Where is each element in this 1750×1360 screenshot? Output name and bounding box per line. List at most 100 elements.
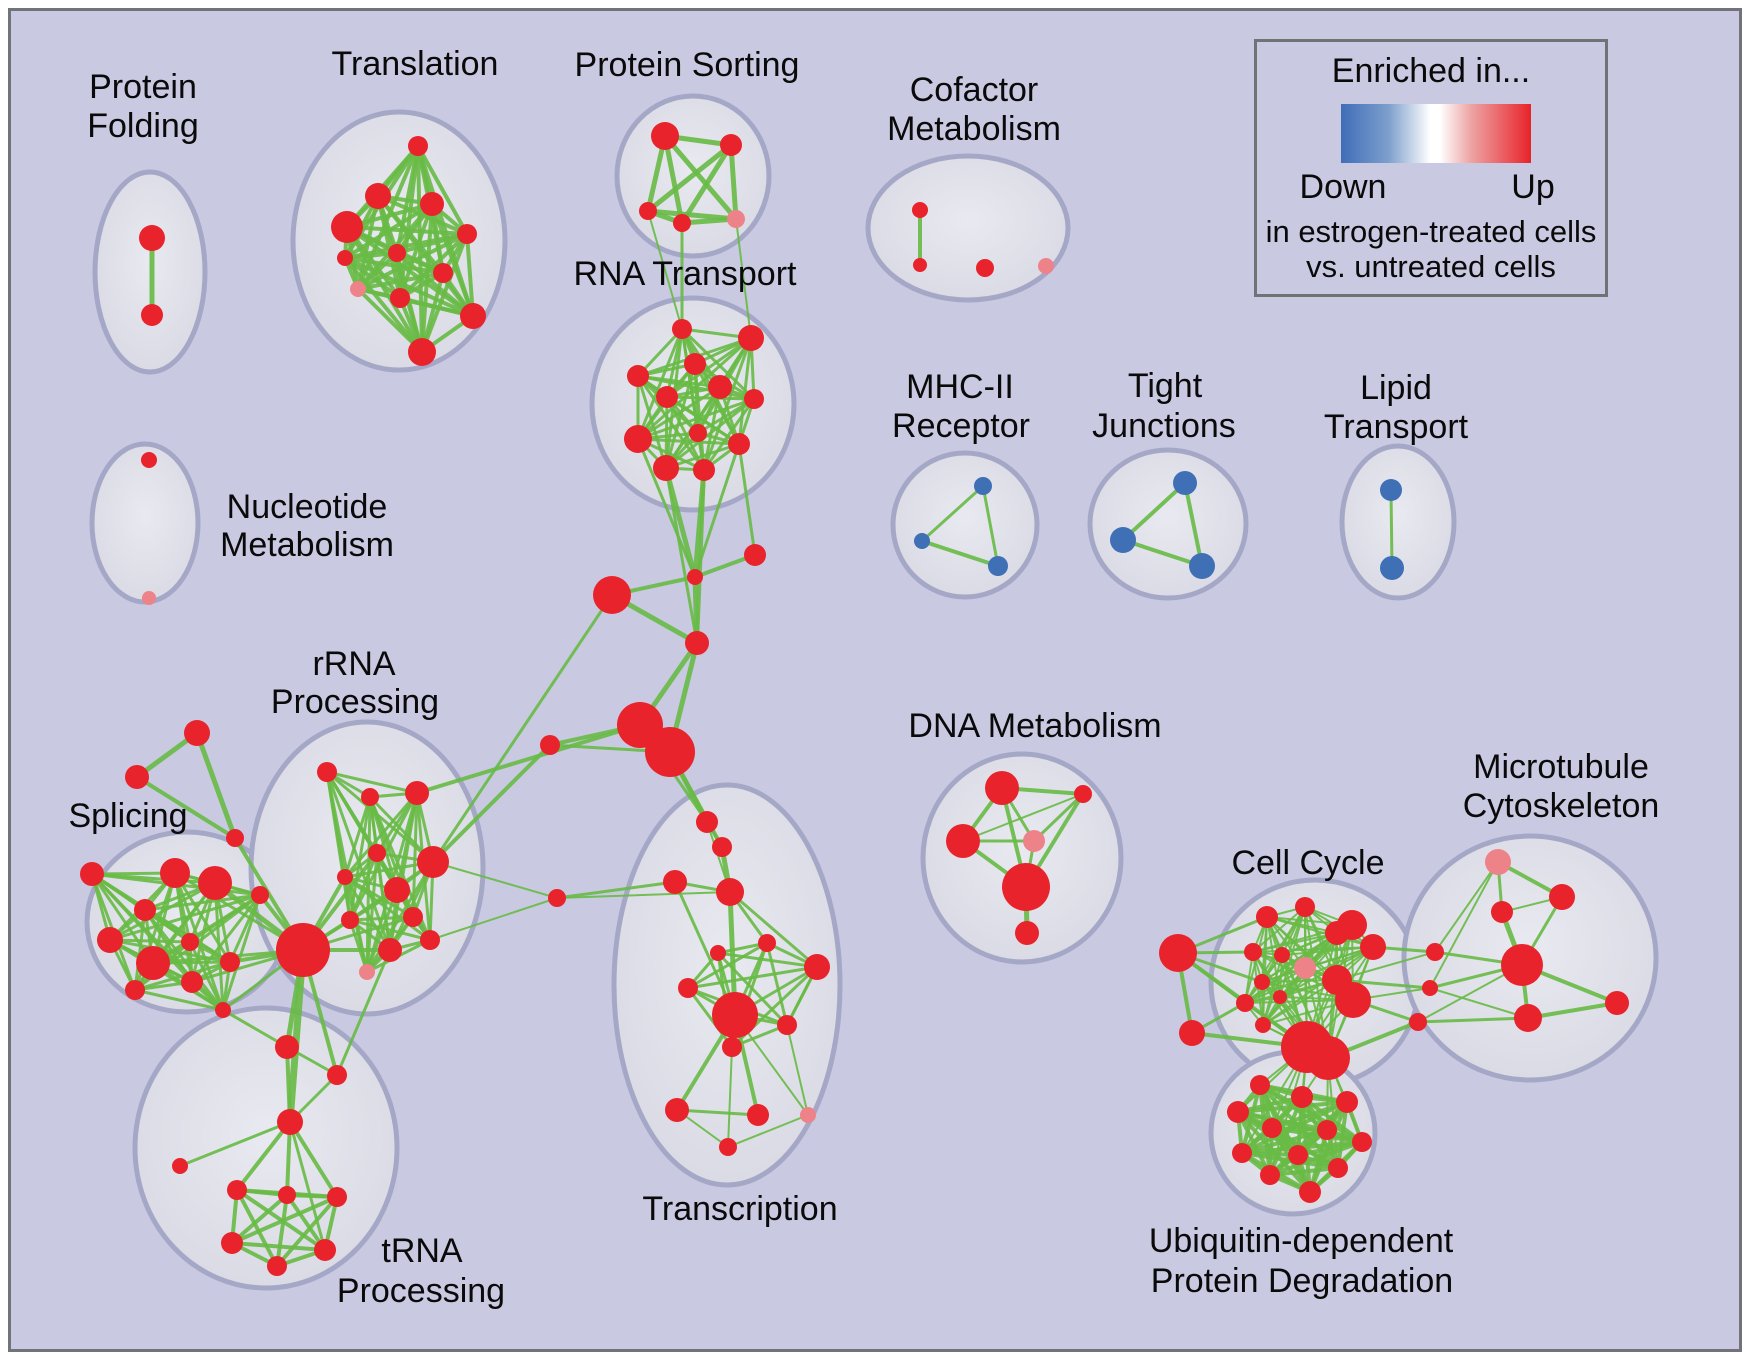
node-rr1: [317, 762, 337, 782]
edge: [343, 875, 392, 952]
node-sp1: [184, 720, 210, 746]
node-sp8: [251, 886, 269, 904]
edge: [343, 875, 432, 942]
node-sp10: [181, 933, 199, 951]
edge: [1236, 1100, 1349, 1114]
node-u5: [1262, 1118, 1282, 1138]
node-tx3: [716, 878, 744, 906]
edge: [1281, 946, 1374, 956]
edge: [345, 225, 469, 236]
node-d2: [1074, 785, 1092, 803]
node-t1: [227, 1180, 247, 1200]
legend-title: Enriched in...: [1331, 52, 1531, 90]
edge: [920, 539, 1000, 568]
node-mt4: [1501, 944, 1543, 986]
cluster-label-nucleotide-metabolism: Metabolism: [220, 526, 394, 564]
node-rr9: [341, 911, 359, 929]
node-rr12: [359, 964, 375, 980]
edge: [343, 256, 475, 318]
cluster-label-ubiquitin-degradation: Protein Degradation: [1151, 1262, 1453, 1300]
node-rr7: [417, 846, 449, 878]
node-cf2: [913, 258, 927, 272]
edge: [636, 437, 741, 446]
node-tl8: [350, 281, 366, 297]
edge: [1266, 916, 1374, 948]
edge: [662, 133, 685, 226]
edge: [133, 960, 232, 992]
edge: [664, 466, 699, 645]
edge: [786, 1024, 809, 1116]
node-tx11: [722, 1037, 742, 1057]
legend-up-label: Up: [1511, 168, 1555, 206]
edge: [679, 216, 739, 226]
node-t5: [314, 1239, 336, 1261]
node-y4: [1295, 897, 1315, 917]
edge: [737, 442, 757, 557]
node-sp12: [220, 952, 240, 972]
edge: [636, 374, 706, 472]
edge: [343, 256, 402, 300]
node-rt2: [738, 325, 764, 351]
edge: [325, 770, 419, 795]
node-c7: [540, 735, 560, 755]
edge: [727, 1114, 809, 1148]
edge: [288, 1120, 327, 1252]
node-rt7: [744, 389, 764, 409]
edge: [230, 1193, 289, 1245]
node-u6: [1317, 1120, 1337, 1140]
node-c4: [685, 631, 709, 655]
cluster-tight-junctions: [1087, 447, 1249, 601]
edge: [90, 872, 155, 965]
node-tl1: [408, 136, 428, 156]
node-th: [277, 1109, 303, 1135]
node-tl5: [457, 224, 477, 244]
edge: [275, 1193, 289, 1268]
edge: [645, 142, 734, 214]
node-c1: [687, 569, 703, 585]
node-rr10: [378, 938, 402, 962]
node-tx16: [719, 1138, 737, 1156]
node-rt9: [624, 425, 652, 453]
edge: [1183, 481, 1204, 568]
node-m1: [275, 1035, 299, 1059]
node-ps2: [720, 134, 742, 156]
edge: [1252, 906, 1306, 953]
cluster-label-trna-processing: tRNA: [381, 1232, 463, 1270]
edge: [1429, 861, 1499, 989]
node-y13: [1360, 934, 1386, 960]
edge: [235, 1188, 279, 1268]
node-u1: [1250, 1075, 1270, 1095]
edge: [416, 144, 469, 236]
edge: [343, 232, 469, 260]
cluster-label-transcription: Transcription: [642, 1190, 837, 1228]
node-rt11: [653, 455, 679, 481]
node-tl10: [460, 303, 486, 329]
node-tl3: [420, 192, 444, 216]
node-pf2: [141, 304, 163, 326]
node-tj1: [1173, 471, 1197, 495]
edge: [735, 218, 752, 339]
cluster-label-rrna-processing: Processing: [271, 683, 439, 721]
edge: [728, 890, 819, 969]
node-c3: [593, 576, 631, 614]
node-t2: [278, 1186, 296, 1204]
cluster-label-mhc-ii-receptor: Receptor: [892, 407, 1030, 445]
edge: [702, 336, 753, 472]
edge: [108, 893, 262, 942]
edge: [343, 795, 372, 879]
edge: [221, 1008, 289, 1049]
node-sp3: [226, 829, 244, 847]
node-tl11: [408, 338, 436, 366]
legend-note-line1: in estrogen-treated cells: [1265, 214, 1597, 249]
node-h1: [276, 923, 330, 977]
edge: [636, 437, 697, 579]
node-rr5: [337, 869, 353, 885]
node-u4: [1227, 1101, 1249, 1123]
node-y3: [1256, 906, 1278, 928]
node-rr8: [403, 907, 423, 927]
edge: [636, 327, 684, 441]
edge: [665, 395, 756, 401]
edge: [555, 880, 677, 900]
edge: [962, 793, 1084, 842]
